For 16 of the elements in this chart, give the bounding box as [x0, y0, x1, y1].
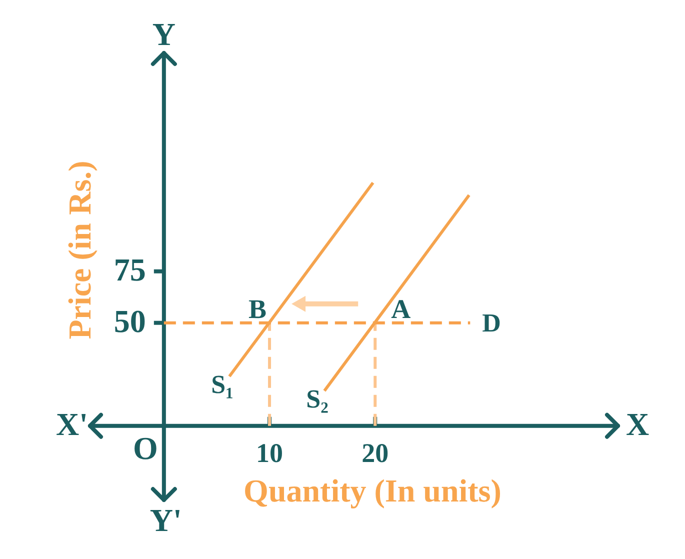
annotation: O [133, 430, 158, 466]
y-tick-label: 75 [114, 252, 146, 288]
series-label: S₂ [306, 384, 329, 414]
x-tick-label: 10 [256, 438, 284, 468]
series-label: S₁ [211, 370, 234, 400]
series-label: D [482, 308, 501, 338]
text: X' [56, 406, 88, 442]
text: X [626, 406, 650, 442]
x-axis-title: Quantity (In units) [244, 472, 502, 508]
y-tick-label: 50 [114, 303, 146, 340]
x-tick-label: 20 [362, 438, 389, 468]
y-axis-title: Price (in Rs.) [61, 160, 98, 340]
text: Y [152, 16, 176, 52]
annotation: B [248, 294, 267, 324]
annotation: A [391, 294, 412, 324]
text: Y' [150, 502, 182, 538]
